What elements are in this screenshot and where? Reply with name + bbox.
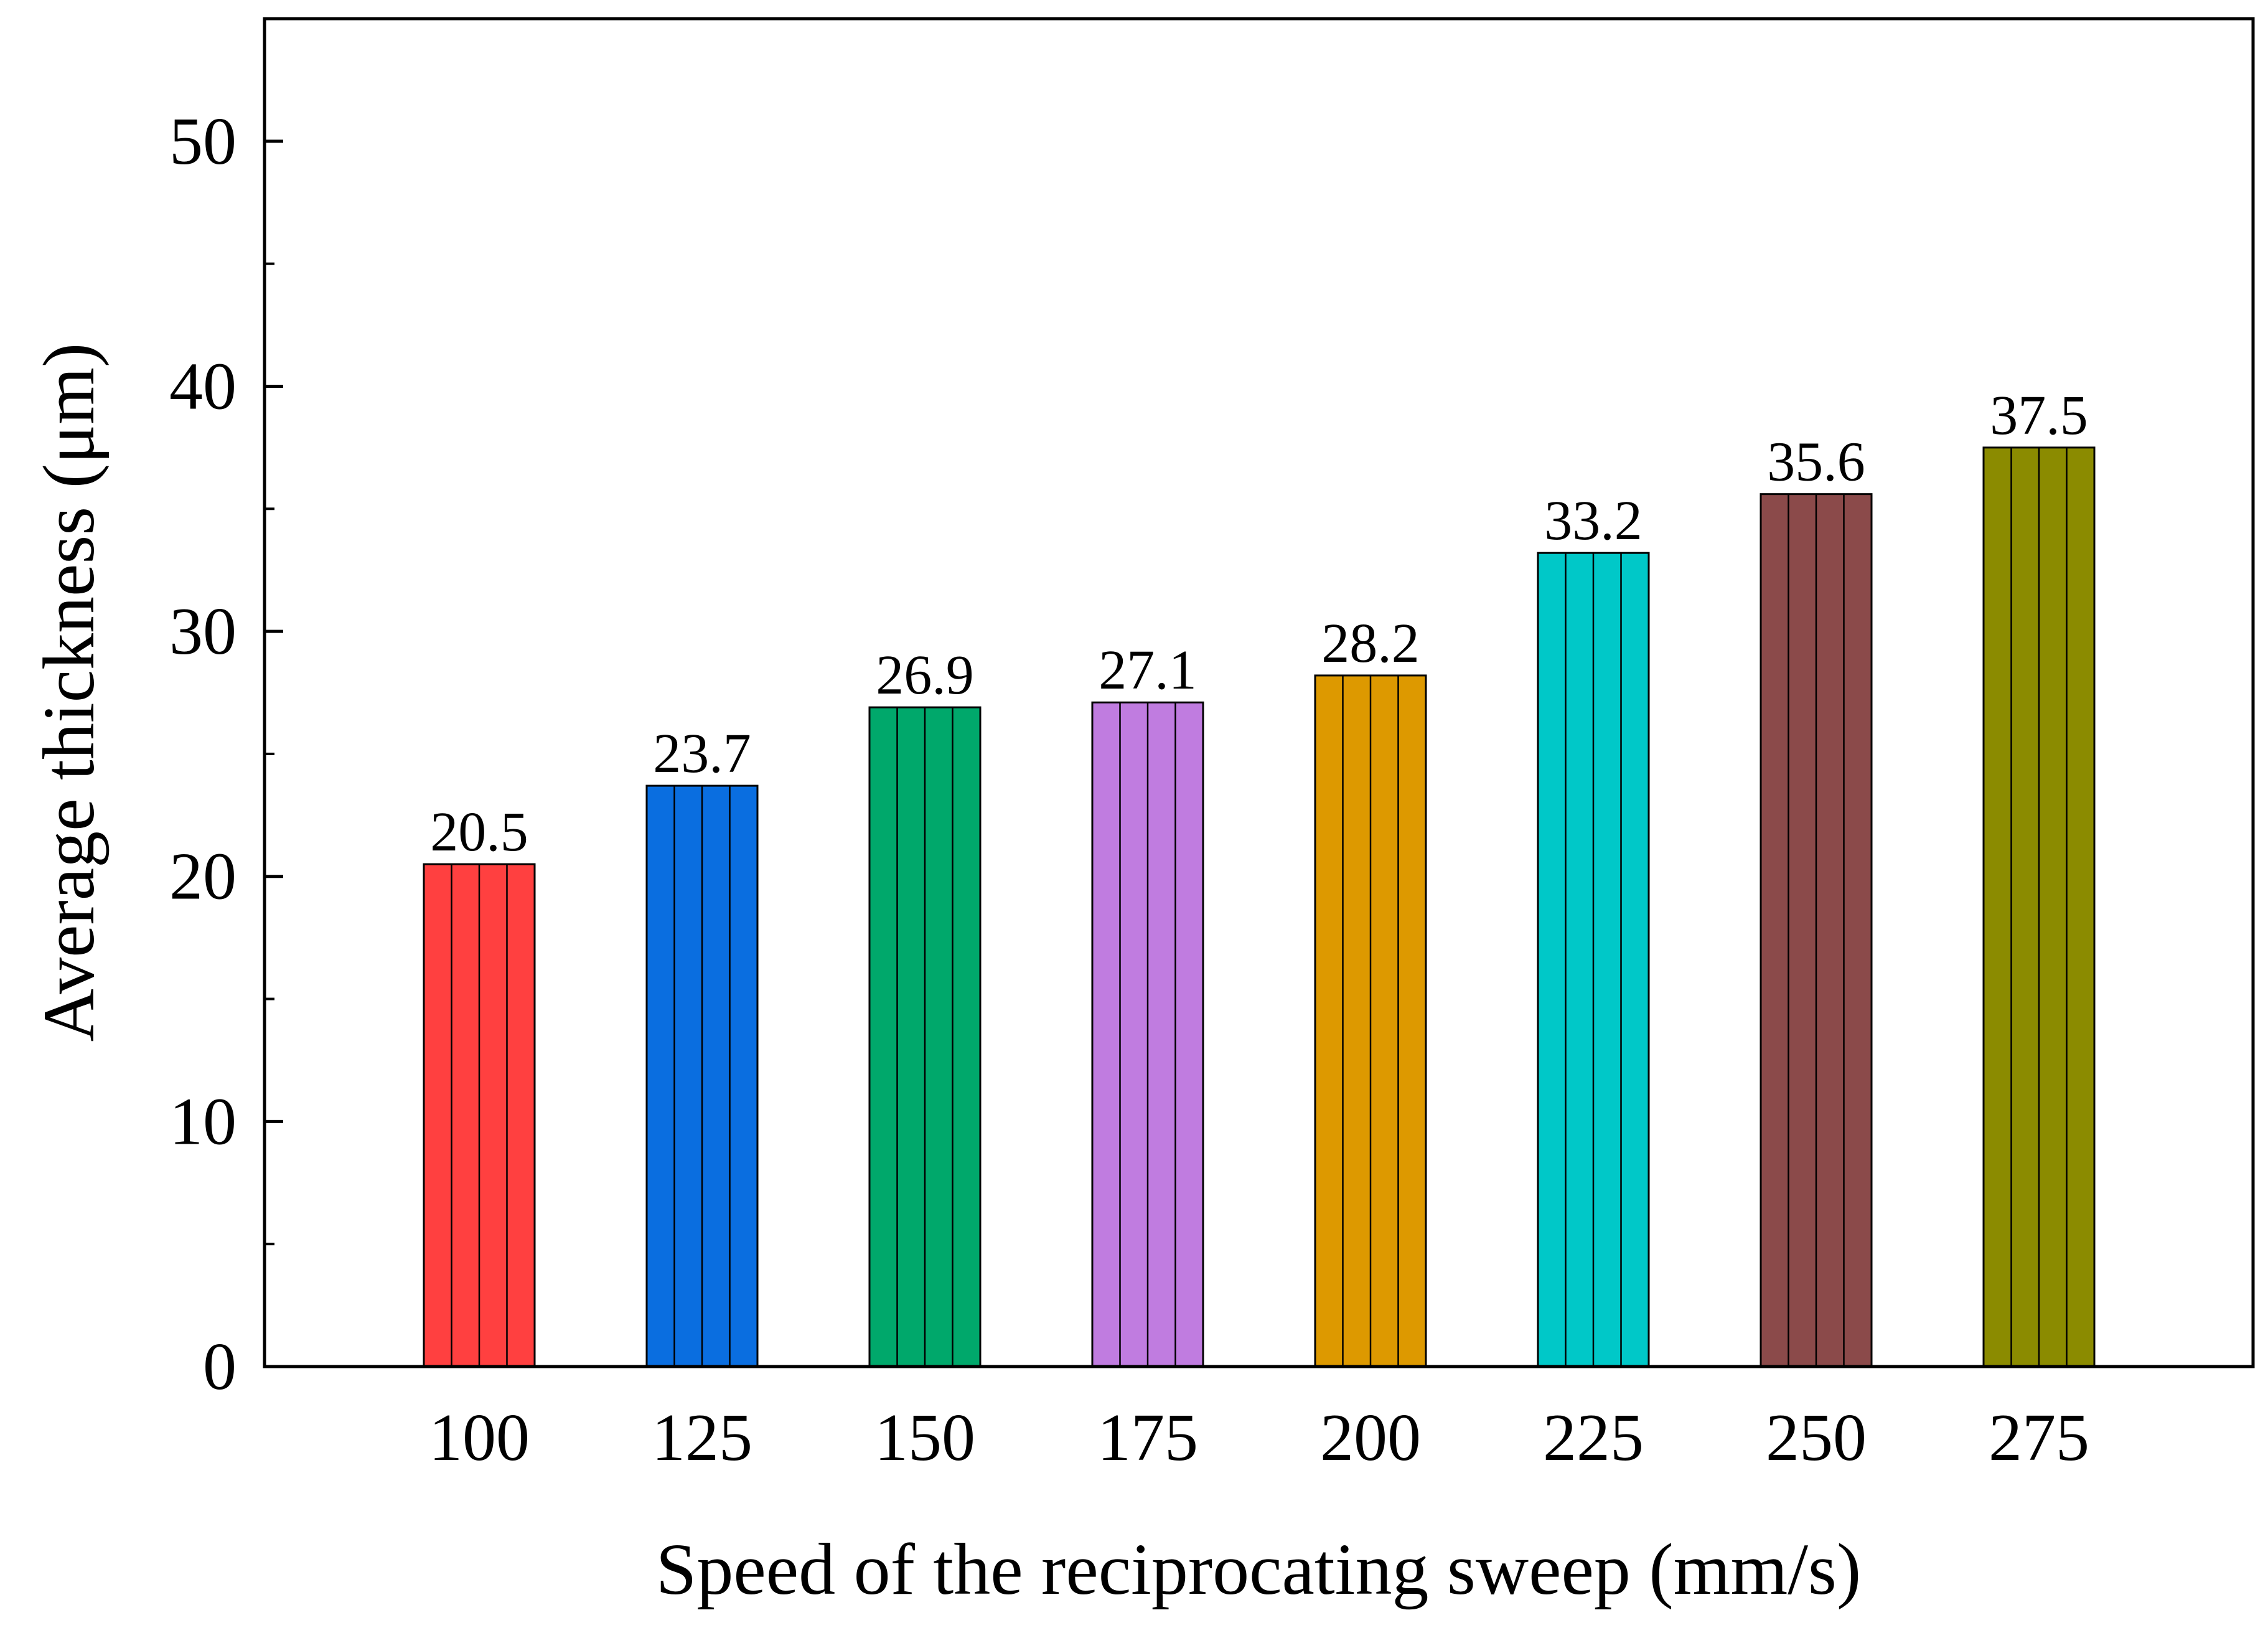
bar-value-label: 27.1 — [1099, 639, 1197, 701]
x-axis-ticks: 100 125 150 175 200 225 250 275 — [429, 1401, 2089, 1475]
x-tick-label: 225 — [1543, 1401, 1644, 1475]
bar-250 — [1760, 493, 1873, 1368]
bar-value-labels: 20.5 23.7 26.9 27.1 28.2 33.2 35.6 37.5 — [430, 385, 2088, 863]
bar-value-label: 28.2 — [1321, 613, 1420, 674]
y-tick-label: 20 — [169, 840, 237, 914]
x-axis-title: Speed of the reciprocating sweep (mm/s) — [656, 1528, 1862, 1610]
x-tick-label: 275 — [1989, 1401, 2089, 1475]
x-tick-label: 100 — [429, 1401, 530, 1475]
axes — [263, 17, 2255, 1368]
bar-value-label: 37.5 — [1990, 385, 2088, 446]
bar-225 — [1537, 552, 1650, 1368]
x-tick-label: 150 — [874, 1401, 975, 1475]
y-tick-label: 40 — [169, 349, 237, 423]
bar-100 — [423, 863, 536, 1368]
bar-200 — [1314, 674, 1427, 1368]
bar-value-label: 35.6 — [1767, 431, 1865, 493]
bar-value-label: 20.5 — [430, 801, 528, 863]
bar-275 — [1982, 446, 2096, 1368]
x-tick-label: 175 — [1097, 1401, 1198, 1475]
x-tick-label: 250 — [1766, 1401, 1867, 1475]
bars-layer — [423, 446, 2096, 1368]
y-tick-label: 10 — [169, 1085, 237, 1159]
y-tick-label: 0 — [203, 1330, 237, 1404]
x-tick-label: 200 — [1320, 1401, 1421, 1475]
bar-175 — [1091, 701, 1204, 1368]
plot-frame — [263, 17, 2255, 1368]
x-tick-label: 125 — [652, 1401, 752, 1475]
y-axis-ticks: 0 10 20 30 40 50 — [169, 105, 283, 1404]
bar-125 — [645, 784, 759, 1368]
y-tick-label: 50 — [169, 105, 237, 179]
y-tick-label: 30 — [169, 595, 237, 669]
bar-value-label: 33.2 — [1544, 490, 1642, 552]
y-axis-title: Average thickness (μm) — [28, 343, 110, 1042]
bar-150 — [868, 706, 982, 1368]
bar-value-label: 23.7 — [653, 723, 751, 784]
bar-value-label: 26.9 — [876, 644, 974, 706]
